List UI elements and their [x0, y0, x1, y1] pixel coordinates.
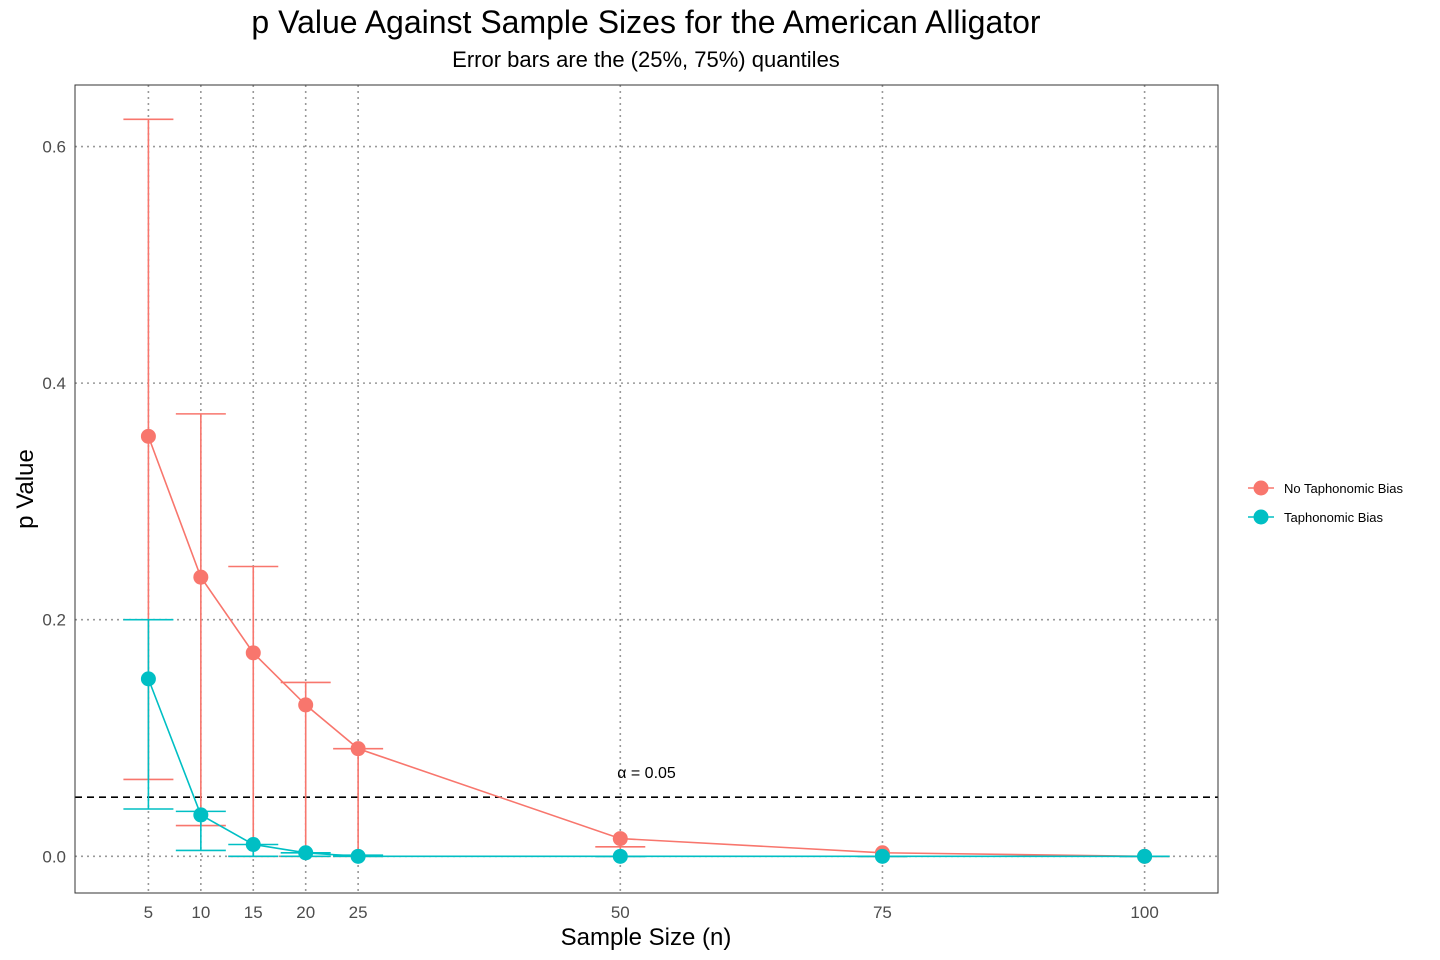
legend-key-point [1253, 509, 1269, 525]
panel-border [74, 84, 1219, 894]
series-line [147, 436, 1145, 858]
data-point [245, 645, 261, 661]
chart-title: p Value Against Sample Sizes for the Ame… [251, 4, 1041, 40]
data-point [1137, 848, 1153, 864]
x-tick-label: 20 [296, 903, 315, 922]
y-tick-label: 0.2 [42, 611, 66, 630]
legend-label: Taphonomic Bias [1284, 510, 1383, 525]
data-point [245, 836, 261, 852]
data-point [612, 831, 628, 847]
data-point [193, 569, 209, 585]
data-point [350, 848, 366, 864]
series-line [147, 678, 1145, 858]
chart-subtitle: Error bars are the (25%, 75%) quantiles [452, 47, 840, 72]
alpha-annotation: α = 0.05 [617, 765, 676, 782]
x-tick-label: 25 [349, 903, 368, 922]
y-tick-label: 0.4 [42, 374, 66, 393]
data-point [193, 807, 209, 823]
data-point [298, 845, 314, 861]
data-point [140, 428, 156, 444]
data-point [140, 671, 156, 687]
legend: No Taphonomic Bias Taphonomic Bias [1248, 480, 1403, 525]
series-no-taphonomic-bias [123, 118, 1170, 864]
series-taphonomic-bias [123, 618, 1170, 864]
x-tick-label: 75 [873, 903, 892, 922]
x-axis-title: Sample Size (n) [561, 924, 732, 951]
x-tick-label: 5 [144, 903, 153, 922]
y-axis-title: p Value [12, 449, 39, 529]
x-tick-label: 50 [611, 903, 630, 922]
legend-key-point [1253, 480, 1269, 496]
data-point [874, 848, 890, 864]
legend-label: No Taphonomic Bias [1284, 481, 1403, 496]
y-tick-label: 0.6 [42, 138, 66, 157]
x-tick-label: 10 [191, 903, 210, 922]
data-point [298, 697, 314, 713]
data-point [612, 848, 628, 864]
y-tick-label: 0.0 [42, 847, 66, 866]
plot-area: α = 0.05 [75, 85, 1218, 893]
x-tick-label: 100 [1130, 903, 1158, 922]
data-point [350, 741, 366, 757]
x-tick-label: 15 [244, 903, 263, 922]
